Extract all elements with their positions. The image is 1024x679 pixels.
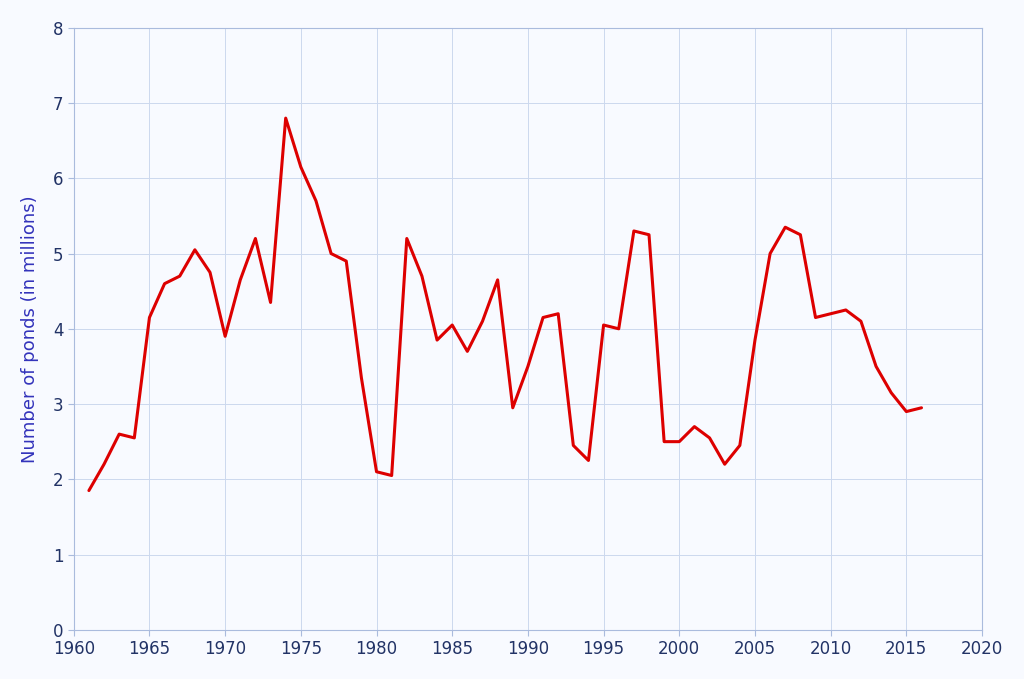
Y-axis label: Number of ponds (in millions): Number of ponds (in millions) bbox=[20, 195, 39, 462]
